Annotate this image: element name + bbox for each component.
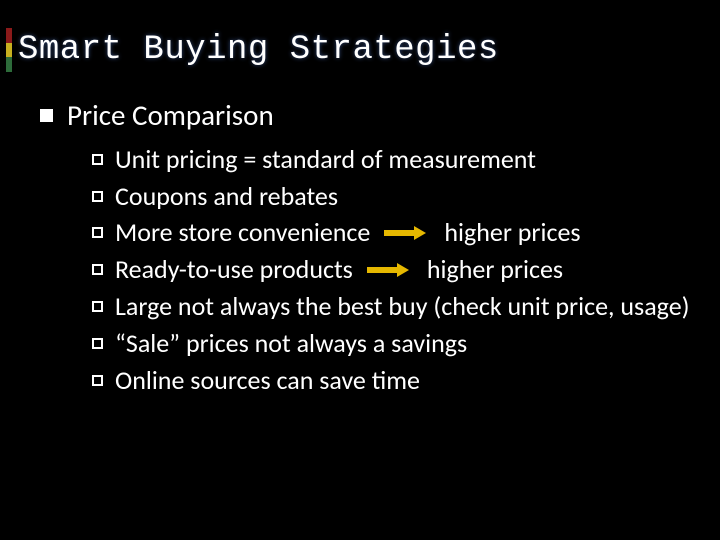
item-text-before: More store convenience [115, 216, 370, 250]
item-text-before: Ready-to-use products [115, 253, 353, 287]
item-text: More store convenience higher prices [115, 216, 581, 250]
item-text: Large not always the best buy (check uni… [115, 290, 690, 324]
arrow-right-icon [367, 263, 409, 277]
list-item: Large not always the best buy (check uni… [92, 290, 690, 324]
list-item: Coupons and rebates [92, 180, 690, 214]
square-filled-icon [40, 109, 53, 122]
square-hollow-icon [92, 338, 103, 349]
accent-seg-3 [6, 57, 12, 72]
item-text-after: higher prices [427, 253, 563, 287]
item-text: Ready-to-use products higher prices [115, 253, 563, 287]
accent-seg-1 [6, 28, 12, 43]
slide-title: Smart Buying Strategies [18, 31, 499, 69]
square-hollow-icon [92, 375, 103, 386]
list-item: Unit pricing = standard of measurement [92, 143, 690, 177]
item-text: “Sale” prices not always a savings [115, 327, 467, 361]
item-text: Online sources can save time [115, 364, 420, 398]
item-text-after: higher prices [444, 216, 580, 250]
level2-list: Unit pricing = standard of measurement C… [92, 143, 690, 398]
title-accent-bar [6, 28, 12, 72]
level1-text: Price Comparison [67, 98, 274, 133]
square-hollow-icon [92, 154, 103, 165]
item-text: Coupons and rebates [115, 180, 338, 214]
accent-seg-2 [6, 43, 12, 58]
square-hollow-icon [92, 227, 103, 238]
slide-body: Price Comparison Unit pricing = standard… [40, 98, 690, 400]
list-item: “Sale” prices not always a savings [92, 327, 690, 361]
title-row: Smart Buying Strategies [6, 28, 499, 72]
bullet-level1: Price Comparison [40, 98, 690, 133]
item-text: Unit pricing = standard of measurement [115, 143, 536, 177]
list-item: More store convenience higher prices [92, 216, 690, 250]
arrow-right-icon [384, 226, 426, 240]
square-hollow-icon [92, 264, 103, 275]
square-hollow-icon [92, 191, 103, 202]
list-item: Ready-to-use products higher prices [92, 253, 690, 287]
square-hollow-icon [92, 301, 103, 312]
list-item: Online sources can save time [92, 364, 690, 398]
